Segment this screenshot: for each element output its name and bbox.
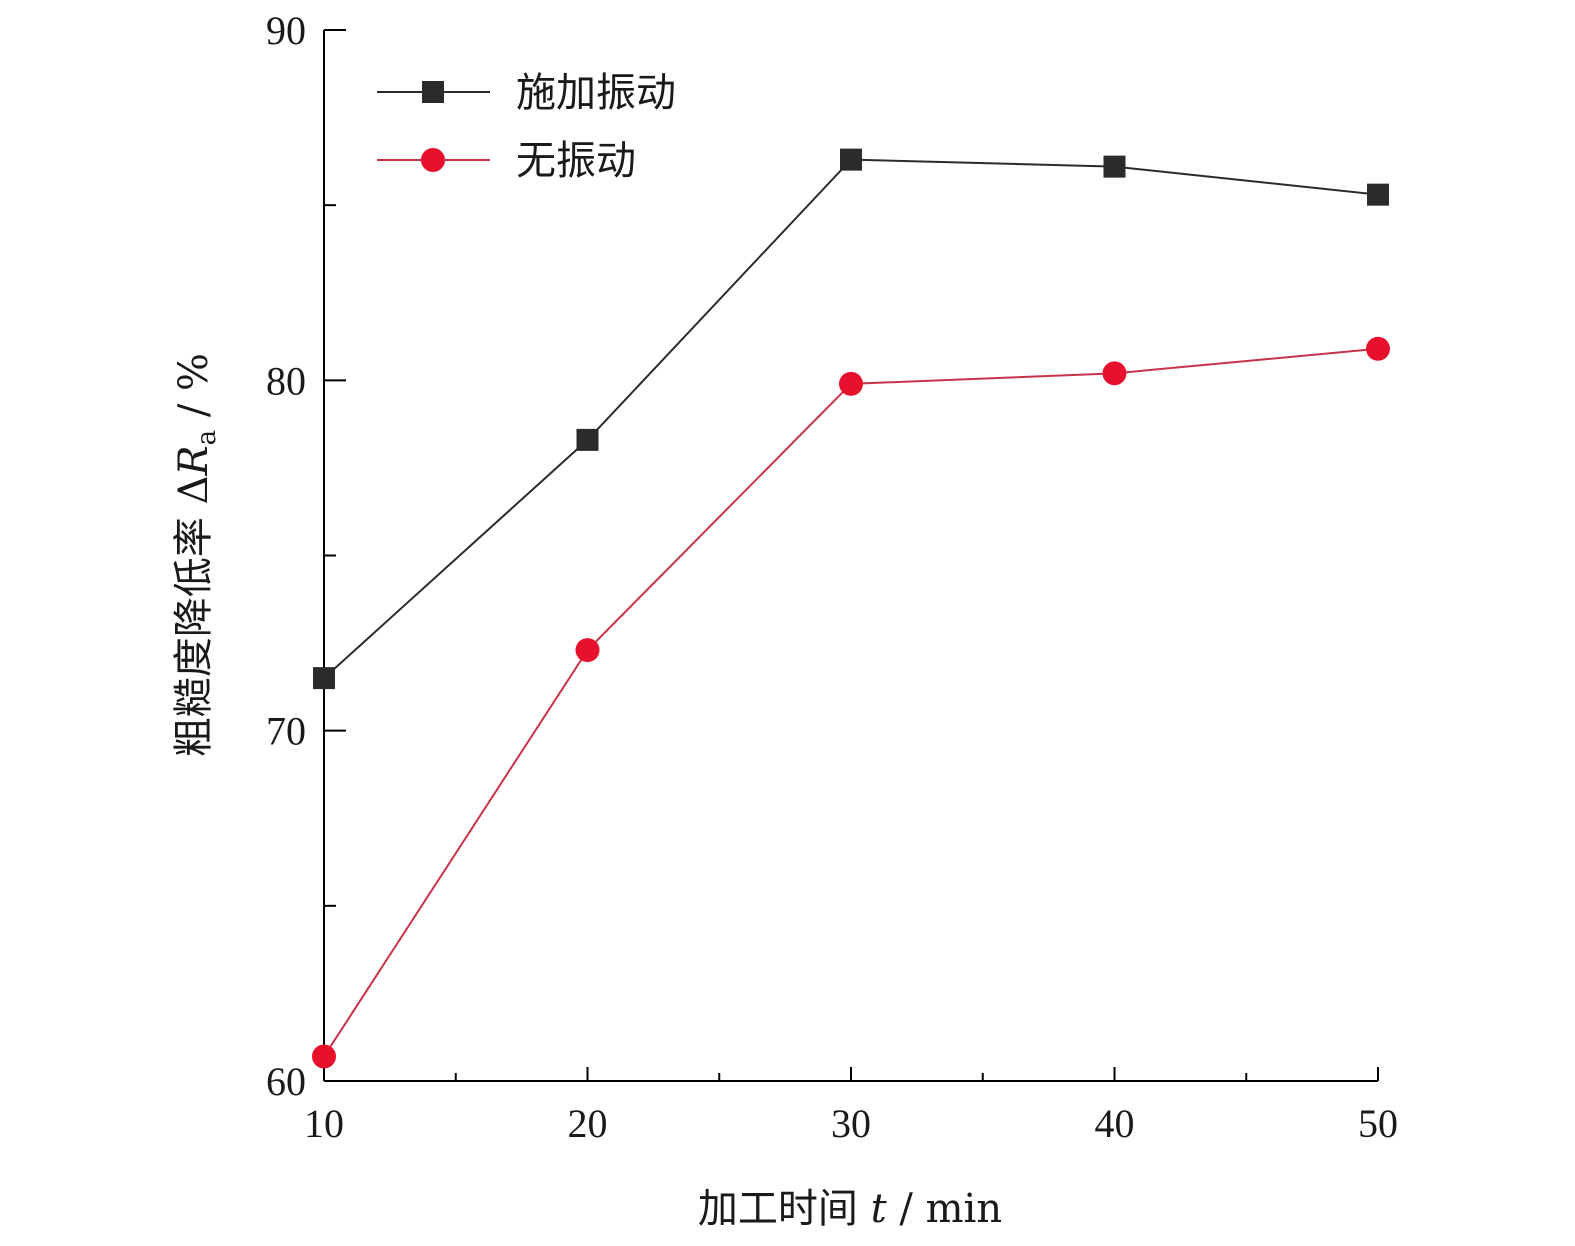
data-point bbox=[1103, 155, 1126, 178]
data-point bbox=[1366, 336, 1390, 361]
data-point bbox=[575, 638, 600, 663]
x-axis-title: 加工时间 t / min bbox=[698, 1186, 1002, 1232]
data-point bbox=[840, 148, 862, 171]
x-tick-label: 40 bbox=[1095, 1101, 1135, 1146]
y-tick-label: 90 bbox=[266, 8, 306, 53]
y-tick-label: 60 bbox=[266, 1059, 306, 1104]
data-point bbox=[312, 1044, 336, 1069]
data-point bbox=[576, 428, 599, 451]
series-line-2 bbox=[323, 347, 1379, 1058]
x-tick-label: 20 bbox=[568, 1101, 608, 1146]
y-axis-title: 粗糙度降低率 ΔRa / % bbox=[171, 353, 222, 757]
legend-marker bbox=[421, 148, 445, 172]
data-point bbox=[313, 667, 335, 690]
legend-marker bbox=[422, 81, 444, 103]
axes bbox=[323, 30, 1378, 1082]
x-ticks: 10 20 30 40 50 bbox=[304, 1067, 1398, 1146]
data-point bbox=[1102, 361, 1127, 386]
y-ticks: 60 70 80 90 bbox=[266, 8, 346, 1104]
legend-label: 施加振动 bbox=[516, 70, 676, 116]
series-layer bbox=[312, 148, 1390, 1069]
data-point bbox=[839, 371, 863, 396]
x-tick-label: 10 bbox=[304, 1101, 344, 1146]
legend-label: 无振动 bbox=[516, 138, 636, 184]
y-tick-label: 80 bbox=[266, 358, 306, 403]
x-tick-label: 50 bbox=[1358, 1101, 1398, 1146]
y-tick-label: 70 bbox=[266, 709, 306, 754]
x-tick-label: 30 bbox=[831, 1101, 871, 1146]
series-line-1 bbox=[323, 158, 1379, 679]
data-point bbox=[1367, 183, 1389, 206]
